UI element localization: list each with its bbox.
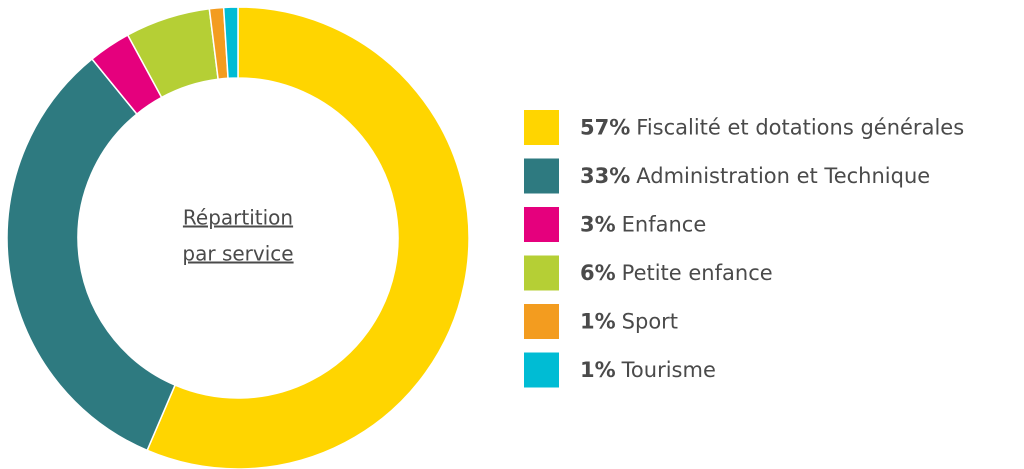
legend-value: 1% — [580, 358, 616, 382]
legend-label: Tourisme — [621, 358, 716, 382]
legend-value: 57% — [580, 116, 630, 140]
legend-swatch — [524, 255, 559, 291]
legend-entry: 57% Fiscalité et dotations générales — [580, 116, 964, 140]
donut-segment — [6, 57, 177, 452]
legend-label: Administration et Technique — [636, 164, 930, 188]
donut-segment — [146, 6, 470, 469]
center-label: par service — [182, 242, 293, 266]
legend-entry: 33% Administration et Technique — [580, 164, 930, 188]
legend-swatch — [524, 207, 559, 242]
legend-value: 3% — [580, 213, 616, 237]
legend-swatch — [524, 158, 559, 194]
legend-label: Petite enfance — [622, 261, 773, 285]
legend-value: 1% — [580, 310, 616, 334]
legend-label: Fiscalité et dotations générales — [636, 116, 964, 140]
legend-swatch — [524, 352, 559, 388]
center-label: Répartition — [183, 206, 293, 230]
donut-segment — [222, 6, 239, 80]
legend-entry: 6% Petite enfance — [580, 261, 773, 285]
legend-label: Enfance — [622, 213, 707, 237]
legend-swatch — [524, 110, 559, 145]
legend-entry: 3% Enfance — [580, 213, 706, 237]
legend-value: 6% — [580, 261, 616, 285]
legend-label: Sport — [622, 310, 678, 334]
legend-value: 33% — [580, 164, 630, 188]
legend-entry: 1% Sport — [580, 310, 678, 334]
legend-entry: 1% Tourisme — [580, 358, 716, 382]
legend-swatch — [524, 304, 559, 339]
